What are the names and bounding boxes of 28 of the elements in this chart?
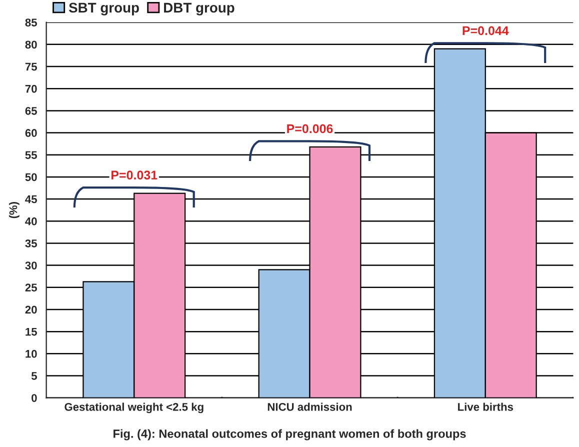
y-tick-label: 15: [26, 328, 37, 336]
y-tick-label: 50: [25, 173, 37, 182]
y-tick-label: 80: [25, 40, 37, 49]
text: Fig. (4): Neonatal outcomes of pregnant women of both groups: [114, 429, 466, 440]
y-tick-label: 5: [31, 372, 37, 380]
y-tick-label: 60: [25, 129, 37, 137]
y-tick-label: 25: [25, 284, 37, 292]
legend-label: SBT group: [68, 2, 139, 16]
y-axis-title: (%): [9, 202, 20, 218]
y-tick-label: 65: [25, 106, 37, 115]
annotation: P=0.006: [287, 124, 333, 134]
y-tick-label: 70: [25, 84, 37, 93]
annotation: P=0.031: [112, 170, 158, 180]
y-tick-label: 75: [25, 62, 37, 71]
y-tick-label: 55: [25, 151, 37, 160]
annotation: P=0.044: [462, 26, 509, 36]
x-tick-label: Gestational weight <2.5 kg: [64, 402, 204, 414]
y-tick-label: 40: [25, 217, 37, 226]
y-tick-label: 85: [25, 18, 37, 26]
y-tick-label: 45: [25, 195, 37, 204]
y-tick-label: 35: [25, 239, 37, 248]
y-tick-label: 0: [32, 394, 37, 402]
y-tick-label: 10: [26, 350, 37, 358]
x-tick-label: NICU admission: [268, 402, 352, 411]
y-tick-label: 30: [25, 262, 37, 270]
x-tick-label: Live births: [458, 402, 514, 411]
legend-label: DBT group: [164, 2, 234, 16]
y-tick-label: 20: [25, 306, 37, 314]
